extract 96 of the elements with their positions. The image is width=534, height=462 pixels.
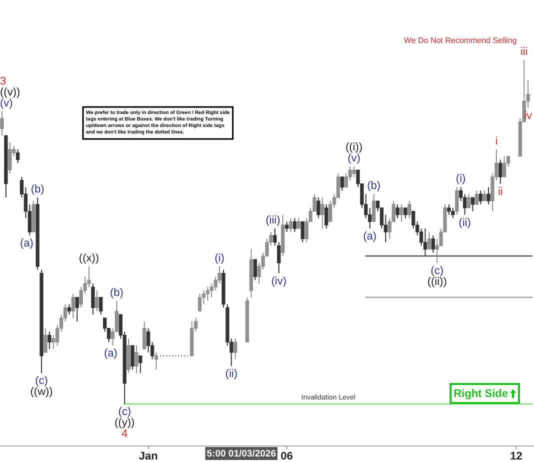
candlestick	[300, 221, 304, 243]
candlestick	[447, 204, 451, 216]
text: 5:00 01/03/2026	[206, 448, 276, 460]
candlestick	[142, 320, 146, 350]
candlestick	[427, 231, 432, 250]
candlestick	[423, 228, 428, 257]
candlestick	[372, 194, 376, 222]
candlestick	[502, 156, 506, 178]
candlestick	[470, 197, 475, 212]
annotation: i	[495, 135, 498, 148]
candlestick	[32, 200, 36, 232]
candlestick	[99, 297, 103, 316]
candlestick	[154, 352, 158, 370]
annotation: ((ii))	[427, 276, 447, 288]
x-tick-label: Jan	[138, 450, 158, 462]
annotation: (ii)	[225, 368, 238, 380]
candlestick	[71, 293, 76, 318]
candlestick	[36, 197, 40, 270]
candlestick	[292, 218, 297, 232]
annotation: (b)	[110, 286, 124, 299]
annotation: (v)	[348, 152, 360, 165]
annotation: ((x))	[78, 252, 100, 264]
candlestick	[273, 228, 277, 246]
annotation: (b)	[30, 184, 44, 196]
candlestick	[396, 204, 400, 219]
annotation: (iv)	[271, 275, 287, 288]
candlestick	[67, 304, 72, 316]
annotation: (c)	[35, 375, 48, 388]
annotation: (i)	[214, 252, 224, 264]
candlestick	[498, 159, 502, 184]
text: 4	[122, 428, 128, 440]
candlestick	[316, 197, 320, 219]
annotation: (b)	[367, 180, 381, 192]
candlestick	[134, 345, 138, 374]
candlestick	[130, 345, 134, 370]
annotation: (a)	[363, 230, 377, 243]
candlestick	[340, 176, 344, 192]
annotation: (a)	[104, 348, 118, 360]
annotation: ((i))	[345, 142, 363, 154]
text: (c)	[118, 406, 132, 418]
candlestick	[412, 210, 416, 230]
annotation: (ii)	[458, 216, 471, 229]
annotation: (c)	[430, 264, 444, 277]
candlestick	[8, 142, 12, 174]
candlestick	[431, 234, 435, 254]
text: We Do Not Recommend Selling	[404, 36, 517, 46]
candlestick	[284, 221, 289, 232]
annotation: (a)	[20, 237, 34, 250]
annotation: iv	[524, 110, 533, 122]
candlestick	[146, 328, 150, 353]
candlestick	[0, 111, 4, 136]
candlestick	[400, 204, 404, 222]
annotation: (iii)	[266, 214, 280, 227]
candlestick	[4, 135, 8, 198]
annotation: ((v))	[0, 86, 20, 99]
x-tick-label: 06	[280, 450, 293, 462]
candlestick	[288, 218, 293, 232]
annotation: (v)	[0, 98, 13, 110]
candlestick	[486, 186, 490, 205]
candlestick	[138, 356, 142, 374]
candlestick	[198, 293, 202, 312]
annotation: 3	[0, 76, 6, 88]
candlestick	[253, 259, 257, 281]
text: iii	[520, 46, 528, 58]
annotation: ii	[498, 186, 503, 198]
candlestick	[482, 190, 486, 202]
candlestick	[91, 283, 95, 316]
candlestick	[455, 186, 459, 216]
candlestick	[234, 338, 238, 360]
candlestick	[245, 296, 250, 342]
candlestick	[75, 297, 79, 322]
candlestick	[404, 208, 408, 219]
annotation: ((w))	[30, 386, 53, 398]
candlestick	[466, 194, 471, 208]
candlestick	[474, 190, 478, 205]
candlestick	[206, 286, 210, 302]
annotation: Right Side	[454, 388, 508, 400]
x-tick-label: 12	[510, 450, 522, 462]
candlestick	[40, 269, 44, 374]
candlestick	[44, 328, 48, 353]
candlestick	[16, 148, 20, 164]
annotation: (i)	[456, 173, 466, 186]
candlestick	[296, 218, 300, 229]
candlestick	[408, 200, 412, 219]
candlestick	[320, 197, 324, 230]
candlestick	[95, 290, 99, 312]
candlestick	[277, 242, 281, 274]
candlestick	[48, 331, 52, 350]
candlestick	[190, 320, 194, 356]
candlestick	[478, 190, 482, 205]
candlestick	[126, 338, 130, 374]
candlestick	[324, 204, 328, 230]
candlestick	[352, 166, 356, 178]
candlestick	[249, 248, 254, 298]
candlestick	[280, 214, 285, 257]
text: ((y))	[114, 417, 135, 430]
